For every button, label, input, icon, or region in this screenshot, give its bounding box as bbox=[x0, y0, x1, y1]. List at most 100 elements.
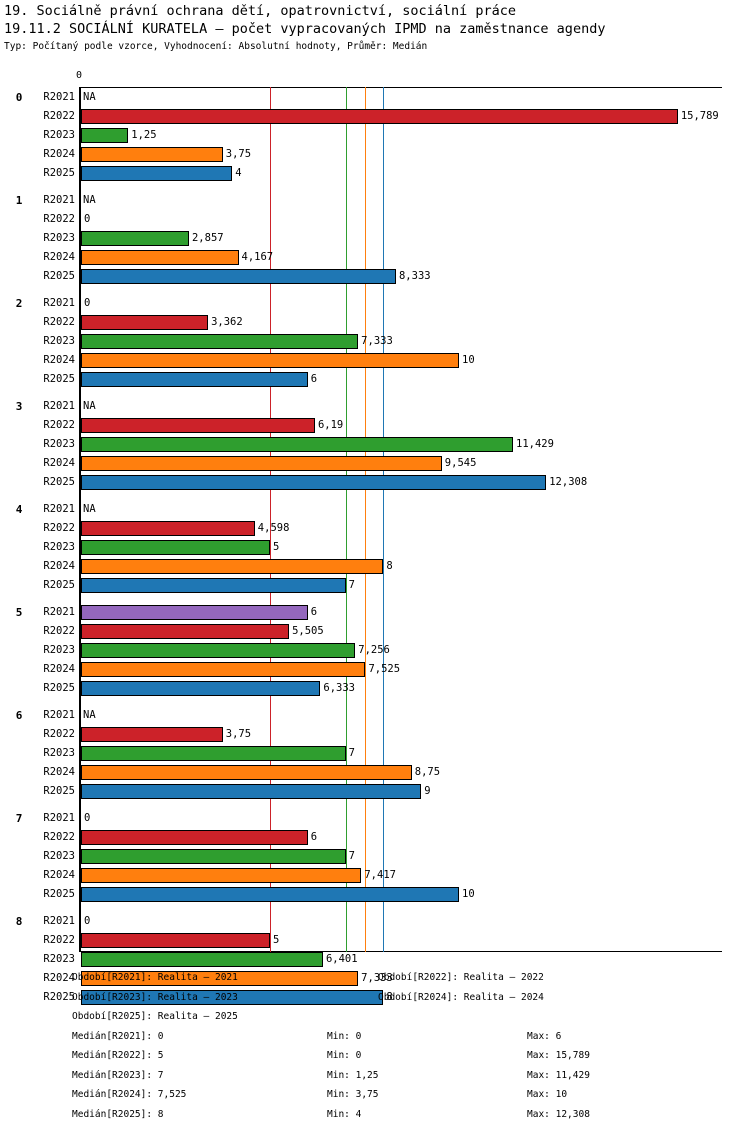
legend-period-row: Období[R2021]: Realita – 2021 Období[R202… bbox=[0, 968, 750, 988]
legend-min-value: Min: 1,25 bbox=[327, 1069, 379, 1081]
bar-r2022[interactable] bbox=[81, 315, 209, 330]
legend-max-value: Max: 15,789 bbox=[527, 1050, 590, 1061]
bar-r2024[interactable] bbox=[81, 868, 362, 883]
bar-row-label-r2024: R2024 bbox=[43, 148, 75, 160]
bar-r2023[interactable] bbox=[81, 952, 323, 967]
bar-row-label-r2024: R2024 bbox=[43, 354, 75, 366]
bar-r2023[interactable] bbox=[81, 540, 270, 555]
bar-r2025[interactable] bbox=[81, 887, 459, 902]
bar-row-label-r2021: R2021 bbox=[43, 812, 75, 824]
group-index-label: 6 bbox=[15, 709, 23, 722]
group-index-label: 3 bbox=[15, 400, 23, 413]
bar-r2023[interactable] bbox=[81, 334, 359, 349]
bar-r2025[interactable] bbox=[81, 166, 233, 181]
chart-subtitle: Typ: Počítaný podle vzorce, Vyhodnocení:… bbox=[4, 41, 428, 52]
bar-r2024[interactable] bbox=[81, 971, 359, 986]
bar-value-label: 10 bbox=[462, 888, 475, 900]
bar-row: R2024 7,333 bbox=[0, 969, 750, 988]
median-line-r2025 bbox=[383, 87, 385, 952]
bar-r2025[interactable] bbox=[81, 990, 384, 1005]
bar-row-label-r2025: R2025 bbox=[43, 167, 75, 179]
legend-max-value: Max: 10 bbox=[527, 1089, 568, 1100]
bar-value-label: 5,505 bbox=[292, 625, 324, 637]
bar-value-na: NA bbox=[83, 91, 96, 103]
group-index-label: 5 bbox=[15, 606, 23, 619]
bar-row: R2025 4 bbox=[0, 164, 750, 183]
bar-r2024[interactable] bbox=[81, 662, 366, 677]
legend-median-value: Medián[R2023]: 7 bbox=[72, 1069, 164, 1081]
bar-r2022[interactable] bbox=[81, 933, 270, 948]
bar-row: R2022 6 bbox=[0, 828, 750, 847]
bar-r2023[interactable] bbox=[81, 128, 129, 143]
bar-value-label: 6,401 bbox=[325, 953, 358, 965]
bar-chart-plot-area: 0 0 R2021 NA R2022 15,789 R2023 1,25 R2024 3,75 R… bbox=[0, 71, 750, 1005]
bar-r2022[interactable] bbox=[81, 521, 255, 536]
bar-row: R2021 0 bbox=[0, 809, 750, 828]
bar-r2025[interactable] bbox=[81, 269, 396, 284]
bar-row-label-r2025: R2025 bbox=[43, 991, 75, 1003]
bar-r2025[interactable] bbox=[81, 681, 321, 696]
bar-row-label-r2021: R2021 bbox=[43, 91, 75, 103]
bar-row: R2024 8 bbox=[0, 557, 750, 576]
bar-value-label: 8 bbox=[386, 991, 393, 1003]
bar-value-label: 7,333 bbox=[361, 972, 393, 984]
bar-value-label: 7,417 bbox=[364, 869, 396, 881]
bar-r2022[interactable] bbox=[81, 624, 290, 639]
bar-group: 7 R2021 0 R2022 6 R2023 7 R2024 7,417 R2025 10 bbox=[0, 809, 750, 904]
group-index-label: 8 bbox=[15, 915, 23, 928]
legend-period-label: Období[R2021]: Realita – 2021 bbox=[72, 972, 238, 983]
bar-row: R2021 6 bbox=[0, 603, 750, 622]
bar-r2024[interactable] bbox=[81, 559, 384, 574]
bar-r2023[interactable] bbox=[81, 849, 346, 864]
legend-period-label: Období[R2023]: Realita – 2023 bbox=[72, 991, 238, 1003]
bar-value-label: 6,19 bbox=[317, 419, 344, 431]
bar-row: R2025 6,333 bbox=[0, 679, 750, 698]
bar-row: R2021 NA bbox=[0, 500, 750, 519]
bar-value-label: 3,362 bbox=[211, 316, 243, 328]
bar-r2023[interactable] bbox=[81, 643, 356, 658]
chart-header: 19. Sociálně právní ochrana dětí, opatro… bbox=[4, 2, 746, 54]
bar-value-label: 9 bbox=[424, 785, 431, 797]
bar-r2023[interactable] bbox=[81, 231, 189, 246]
bar-r2025[interactable] bbox=[81, 475, 547, 490]
bar-row: R2023 11,429 bbox=[0, 435, 750, 454]
bar-r2022[interactable] bbox=[81, 727, 223, 742]
bar-row-label-r2024: R2024 bbox=[43, 766, 75, 778]
bar-row-label-r2022: R2022 bbox=[43, 110, 75, 122]
bar-value-label: 8,75 bbox=[414, 766, 441, 778]
bar-value-label: 2,857 bbox=[191, 232, 224, 244]
legend-stat-row: Medián[R2023]: 7 Min: 1,25 Max: 11,429 bbox=[0, 1066, 750, 1086]
bar-group: 1 R2021 NA R2022 0 R2023 2,857 R2024 4,167 R2025 8… bbox=[0, 191, 750, 286]
legend-max-value: Max: 11,429 bbox=[527, 1069, 590, 1081]
bar-r2024[interactable] bbox=[81, 250, 239, 265]
bar-value-na: NA bbox=[83, 194, 96, 206]
legend-stat-row: Medián[R2022]: 5 Min: 0 Max: 15,789 bbox=[0, 1046, 750, 1066]
bar-r2022[interactable] bbox=[81, 418, 315, 433]
bar-r2024[interactable] bbox=[81, 765, 412, 780]
bar-r2022[interactable] bbox=[81, 109, 678, 124]
bar-r2024[interactable] bbox=[81, 147, 223, 162]
group-index-label: 7 bbox=[15, 812, 23, 825]
bar-r2024[interactable] bbox=[81, 456, 442, 471]
legend-min-value: Min: 4 bbox=[327, 1108, 362, 1120]
bar-value-label: 6 bbox=[310, 606, 318, 618]
bar-row: R2024 10 bbox=[0, 351, 750, 370]
bar-r2025[interactable] bbox=[81, 372, 308, 387]
bar-value-label: 0 bbox=[84, 915, 91, 927]
bar-r2023[interactable] bbox=[81, 746, 346, 761]
bar-r2023[interactable] bbox=[81, 437, 514, 452]
bar-row: R2022 6,19 bbox=[0, 416, 750, 435]
median-line-r2022 bbox=[270, 87, 271, 952]
bar-r2025[interactable] bbox=[81, 784, 422, 799]
bar-r2022[interactable] bbox=[81, 830, 308, 845]
bar-row-label-r2021: R2021 bbox=[43, 297, 75, 309]
bar-row: R2023 5 bbox=[0, 538, 750, 557]
bar-row: R2022 5,505 bbox=[0, 622, 750, 641]
bar-row-label-r2023: R2023 bbox=[43, 541, 75, 553]
median-line-r2023 bbox=[345, 87, 347, 952]
page-title-line-1: 19. Sociálně právní ochrana dětí, opatro… bbox=[4, 3, 517, 19]
bar-r2021[interactable] bbox=[81, 605, 308, 620]
bar-r2025[interactable] bbox=[81, 578, 346, 593]
bar-r2024[interactable] bbox=[81, 353, 459, 368]
bar-value-label: 1,25 bbox=[131, 129, 157, 141]
